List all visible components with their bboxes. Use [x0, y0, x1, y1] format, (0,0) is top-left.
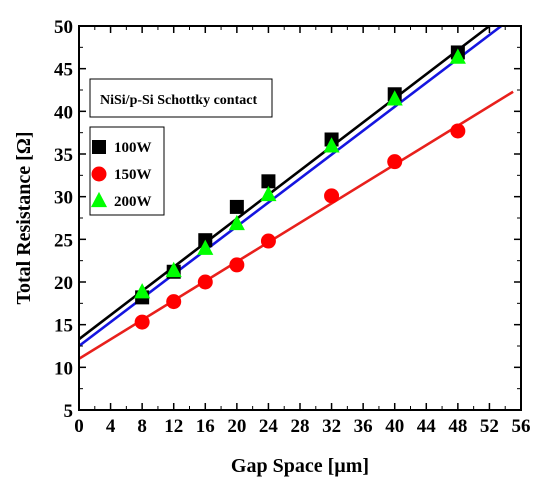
x-tick-label: 28: [291, 416, 310, 437]
x-tick-label: 4: [106, 416, 116, 437]
point-150W: [134, 314, 150, 330]
annotation-box: NiSi/p-Si Schottky contact: [89, 78, 273, 118]
x-tick-label: 12: [164, 416, 183, 437]
x-tick-label: 52: [480, 416, 499, 437]
legend-label-150W: 150W: [114, 167, 152, 183]
x-tick-label: 20: [227, 416, 246, 437]
point-100W: [229, 199, 244, 214]
y-axis-ticks: 5 10 15 20 25 30 35 40 45 50: [54, 17, 521, 422]
x-tick-label: 44: [417, 416, 437, 437]
point-200W: [260, 185, 277, 202]
y-tick-label: 5: [64, 401, 74, 422]
x-tick-label: 36: [354, 416, 373, 437]
point-200W: [449, 48, 466, 64]
x-axis-ticks: 0 4 8 12 16 20 24 28 32 36 40 44 48 52 56: [74, 26, 531, 437]
x-tick-label: 32: [322, 416, 341, 437]
x-tick-label: 8: [137, 416, 147, 437]
point-200W: [386, 90, 403, 106]
y-tick-label: 40: [54, 102, 73, 123]
y-tick-label: 15: [54, 316, 73, 337]
y-axis-title: Total Resistance [Ω]: [13, 131, 35, 304]
annotation-text: NiSi/p-Si Schottky contact: [100, 93, 257, 108]
point-150W: [260, 233, 276, 249]
fit-lines: [79, 26, 514, 360]
point-150W: [450, 123, 466, 139]
legend-marker-100W: [92, 140, 106, 154]
legend-marker-150W: [91, 166, 107, 182]
point-150W: [324, 188, 340, 204]
fit-line-100W: [79, 26, 491, 341]
x-axis-title: Gap Space [µm]: [231, 455, 369, 477]
y-tick-label: 30: [54, 188, 73, 209]
x-tick-label: 48: [448, 416, 467, 437]
point-150W: [229, 257, 245, 273]
y-tick-label: 20: [54, 273, 73, 294]
point-150W: [387, 154, 403, 170]
y-tick-label: 25: [54, 230, 73, 251]
x-tick-label: 56: [512, 416, 531, 437]
y-tick-label: 35: [54, 145, 73, 166]
y-tick-label: 45: [54, 60, 73, 81]
fit-line-200W: [79, 26, 503, 348]
y-tick-label: 10: [54, 358, 73, 379]
point-200W: [228, 214, 245, 231]
point-200W: [165, 261, 182, 278]
point-150W: [166, 294, 182, 310]
legend-label-200W: 200W: [114, 194, 152, 210]
legend: 100W 150W 200W: [89, 126, 165, 216]
legend-label-100W: 100W: [114, 140, 152, 156]
x-tick-label: 16: [196, 416, 215, 437]
point-150W: [197, 274, 213, 290]
point-200W: [323, 137, 340, 153]
fit-line-150W: [79, 90, 514, 360]
y-tick-label: 50: [54, 17, 73, 38]
legend-marker-200W: [90, 191, 108, 208]
x-tick-label: 24: [259, 416, 279, 437]
x-tick-label: 0: [74, 416, 84, 437]
point-100W: [261, 174, 276, 189]
x-tick-label: 40: [385, 416, 404, 437]
data-points: [134, 45, 466, 330]
point-200W: [134, 283, 151, 299]
point-200W: [197, 239, 214, 255]
